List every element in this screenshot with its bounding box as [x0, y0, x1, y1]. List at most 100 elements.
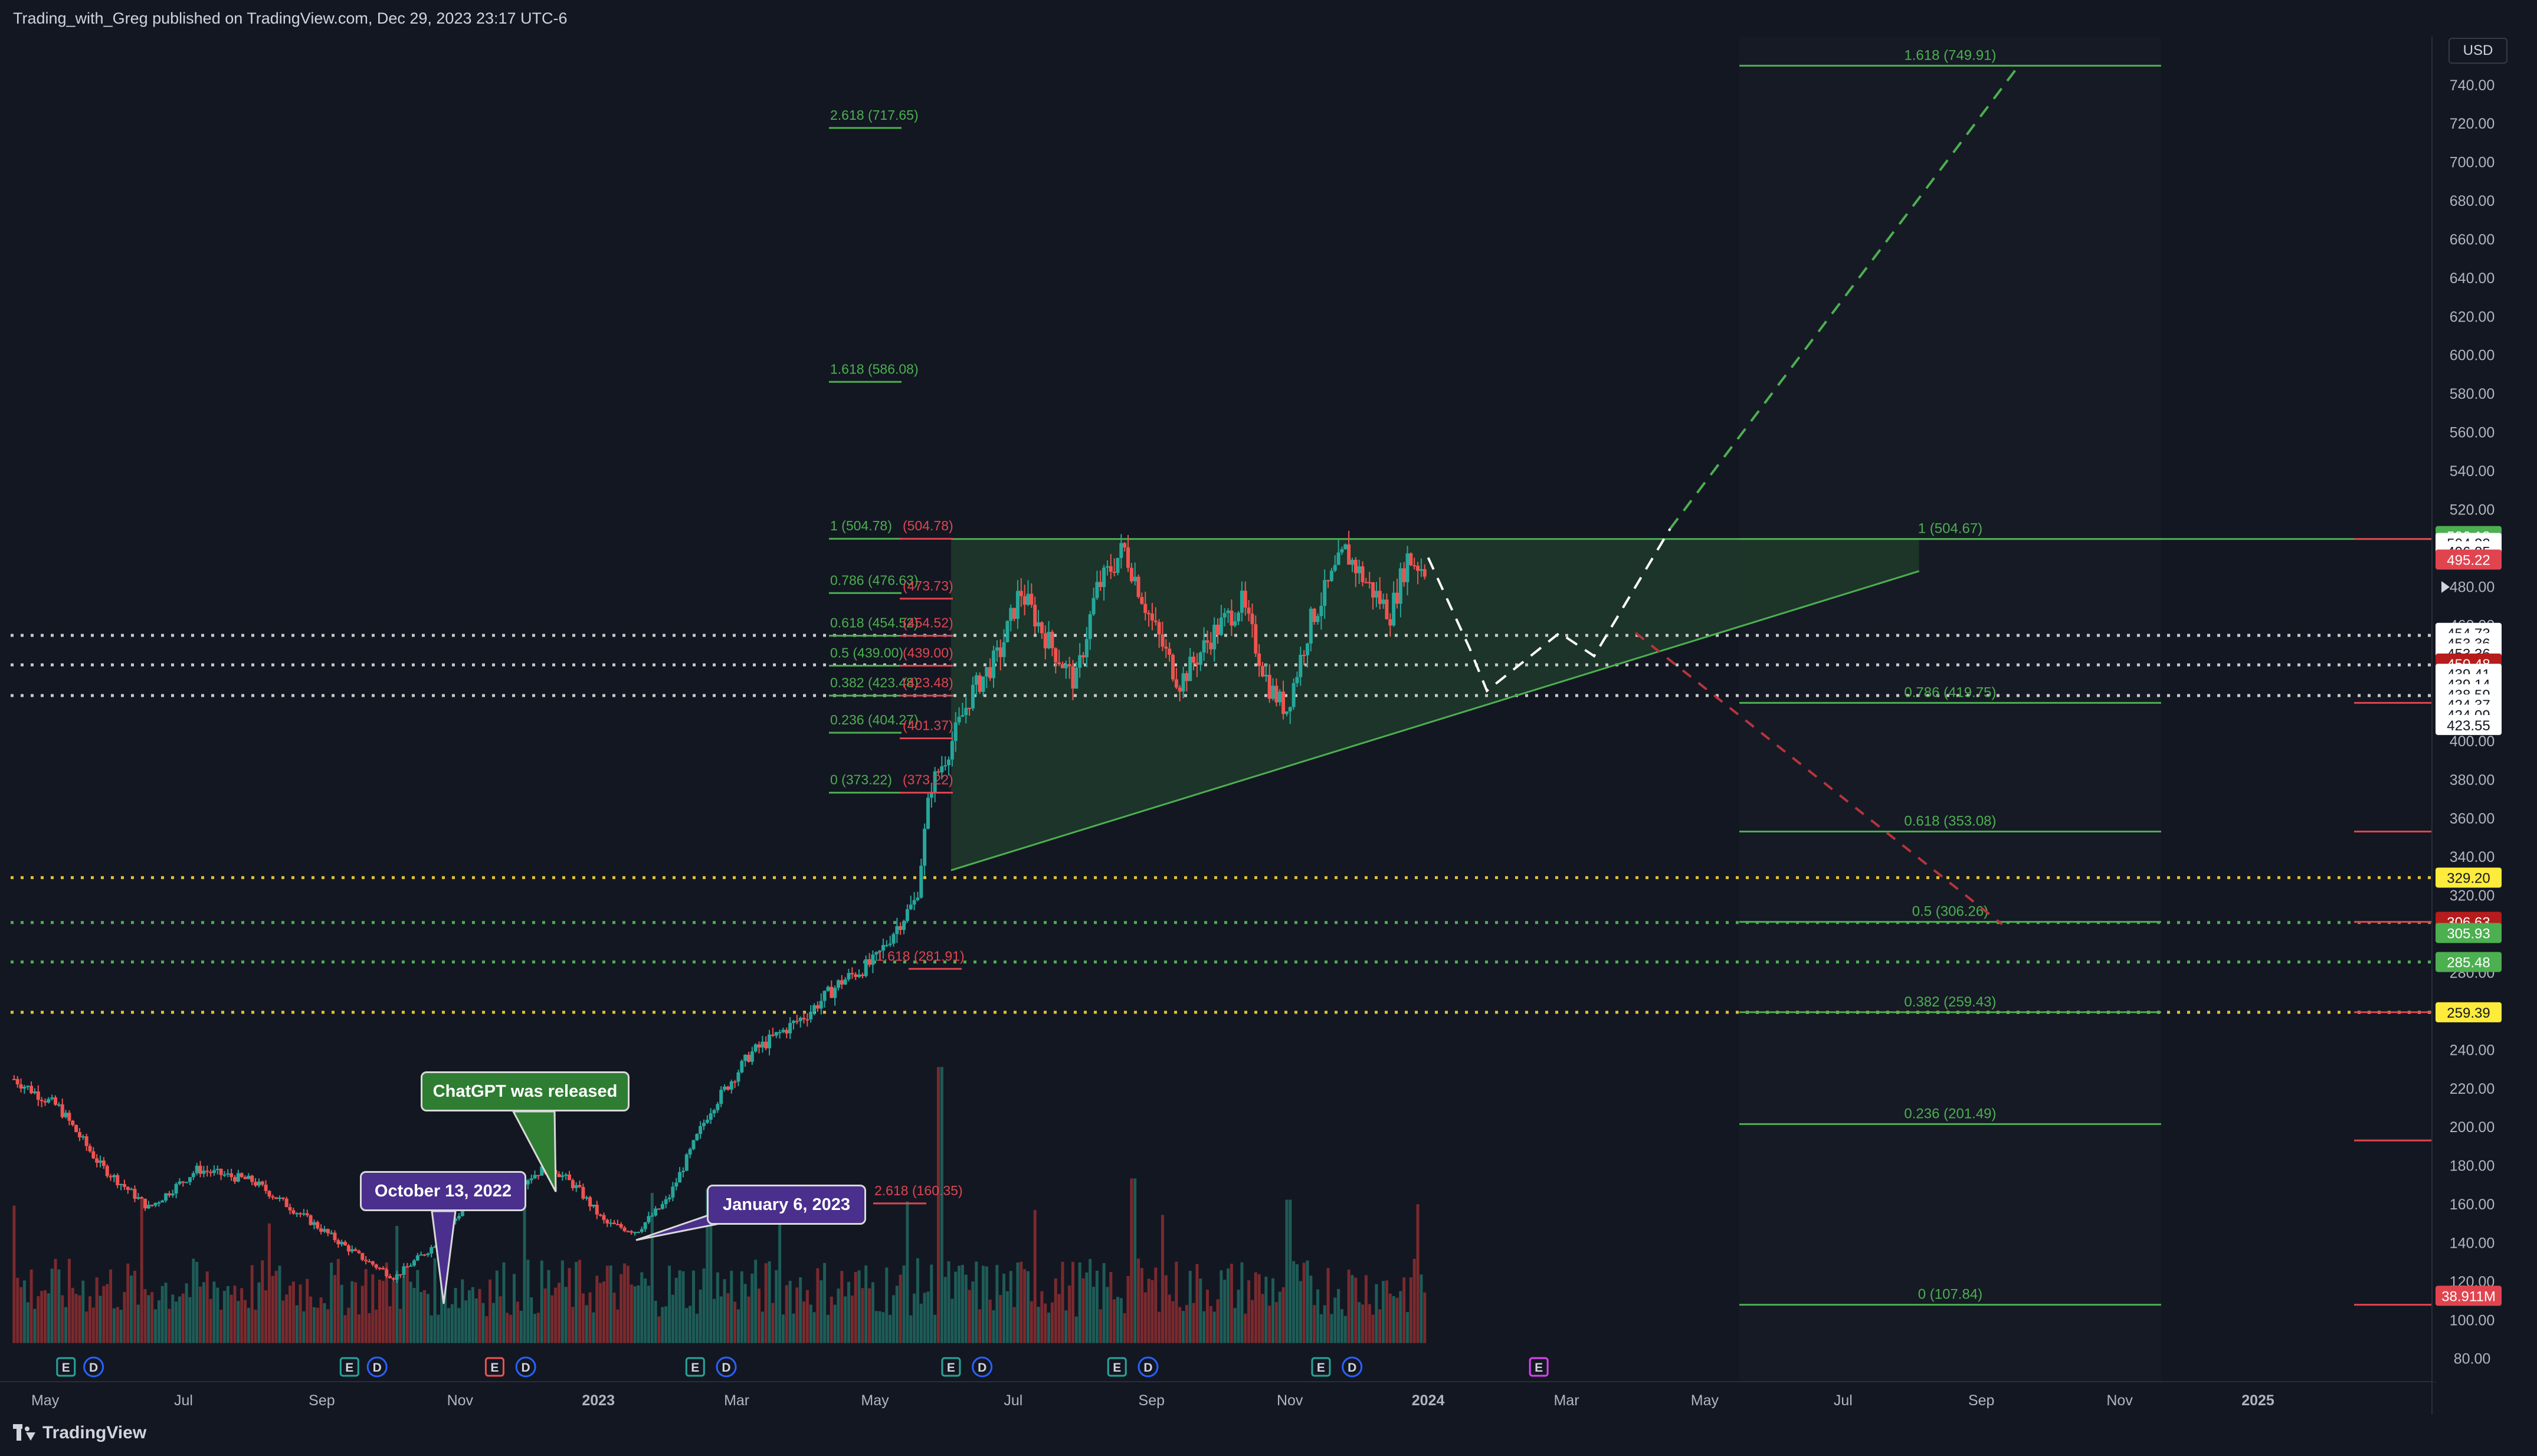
volume-bar	[609, 1265, 612, 1343]
volume-bar	[668, 1265, 671, 1343]
y-axis-tick-label: 480.00	[2450, 579, 2495, 595]
candle-body	[54, 1097, 58, 1105]
y-axis-tick-label: 140.00	[2450, 1235, 2495, 1251]
volume-bar	[1123, 1313, 1126, 1343]
volume-bar	[1057, 1294, 1061, 1343]
candle-body	[1081, 655, 1086, 658]
volume-bar	[861, 1288, 864, 1343]
volume-bar	[943, 1277, 947, 1343]
candle-body	[857, 974, 861, 978]
fib-left-green-label: 0.786 (476.63)	[830, 572, 919, 588]
volume-bar	[1150, 1280, 1154, 1343]
volume-bar	[1133, 1178, 1137, 1343]
volume-bar	[495, 1270, 499, 1343]
chatgpt-release-callout[interactable]: ChatGPT was released	[421, 1071, 630, 1111]
volume-bar	[1337, 1288, 1340, 1343]
event-marker-label: D	[722, 1361, 730, 1375]
candle-body	[1405, 553, 1410, 582]
volume-bar	[291, 1281, 295, 1343]
ascending-triangle-fill	[950, 539, 1919, 871]
volume-bar	[274, 1271, 278, 1343]
x-axis-tick-label: 2023	[582, 1392, 615, 1409]
dividend-event-icon	[716, 1356, 737, 1378]
volume-bar	[33, 1309, 37, 1343]
candle-body	[526, 1180, 530, 1185]
volume-bar	[723, 1279, 726, 1343]
candle-body	[798, 1018, 802, 1021]
candle-body	[402, 1266, 406, 1275]
volume-bar	[106, 1284, 109, 1343]
candle-body	[1343, 544, 1348, 549]
volume-bar	[264, 1290, 268, 1343]
candle-body	[371, 1261, 375, 1265]
candle-body	[1092, 598, 1096, 615]
volume-bar	[840, 1271, 844, 1343]
volume-bar	[781, 1314, 785, 1343]
volume-bar	[1306, 1260, 1309, 1343]
volume-bar	[864, 1265, 868, 1343]
candle-body	[761, 1041, 765, 1048]
y-axis-tick-label: 720.00	[2450, 116, 2495, 132]
candle-body	[1140, 596, 1144, 604]
candle-body	[681, 1170, 685, 1172]
candle-body	[230, 1173, 234, 1178]
volume-bar	[78, 1295, 81, 1343]
volume-bar	[691, 1270, 695, 1343]
x-axis-tick-label: Nov	[2106, 1392, 2133, 1409]
volume-bar	[136, 1304, 140, 1343]
volume-bar	[516, 1301, 519, 1343]
october-13-2022-callout[interactable]: October 13, 2022	[360, 1171, 526, 1211]
candle-body	[647, 1216, 651, 1222]
volume-bar	[405, 1267, 409, 1343]
volume-bar	[1074, 1316, 1078, 1343]
candle-body	[22, 1086, 27, 1089]
candle-body	[88, 1146, 92, 1152]
volume-bar	[181, 1293, 185, 1343]
volume-bar	[461, 1279, 464, 1343]
tradingview-logo[interactable]: TradingView	[13, 1423, 146, 1443]
volume-bar	[478, 1288, 481, 1343]
candle-body	[1202, 640, 1206, 653]
candle-body	[1026, 593, 1030, 605]
volume-bar	[1409, 1277, 1412, 1343]
volume-bar	[37, 1296, 40, 1343]
volume-bar	[1227, 1268, 1230, 1343]
candle-body	[388, 1276, 392, 1278]
currency-button[interactable]: USD	[2448, 38, 2508, 64]
candle-body	[1412, 565, 1417, 567]
volume-bar	[250, 1265, 254, 1343]
volume-bar	[1195, 1264, 1199, 1343]
volume-bar	[916, 1258, 919, 1343]
volume-bar	[575, 1261, 578, 1343]
candle-body	[1022, 596, 1027, 605]
volume-bar	[392, 1281, 395, 1343]
volume-bar	[805, 1290, 809, 1343]
candle-body	[729, 1081, 733, 1090]
candle-body	[47, 1098, 51, 1103]
x-axis-tick-label: 2024	[1412, 1392, 1445, 1409]
candle-body	[633, 1232, 637, 1234]
candle-body	[1116, 558, 1120, 573]
january-6-2023-callout[interactable]: January 6, 2023	[707, 1185, 866, 1225]
candle-body	[188, 1177, 192, 1182]
candle-body	[1336, 552, 1340, 565]
candle-body	[284, 1198, 289, 1208]
candle-body	[1047, 631, 1051, 649]
candle-body	[768, 1034, 772, 1048]
candle-body	[1084, 639, 1089, 658]
volume-bar	[1351, 1275, 1354, 1343]
volume-bar	[961, 1265, 964, 1343]
x-axis-tick-label: May	[1691, 1392, 1719, 1409]
volume-bar	[716, 1272, 719, 1343]
candle-body	[1309, 608, 1313, 644]
candle-body	[630, 1231, 634, 1233]
candle-body	[912, 900, 916, 905]
volume-bar	[812, 1312, 816, 1343]
fib-right-label: 0.786 (419.75)	[1904, 684, 1996, 700]
candle-body	[961, 715, 965, 717]
volume-bar	[185, 1283, 188, 1343]
event-marker-label: D	[89, 1361, 98, 1375]
candle-body	[1292, 683, 1296, 707]
candle-body	[277, 1198, 281, 1199]
